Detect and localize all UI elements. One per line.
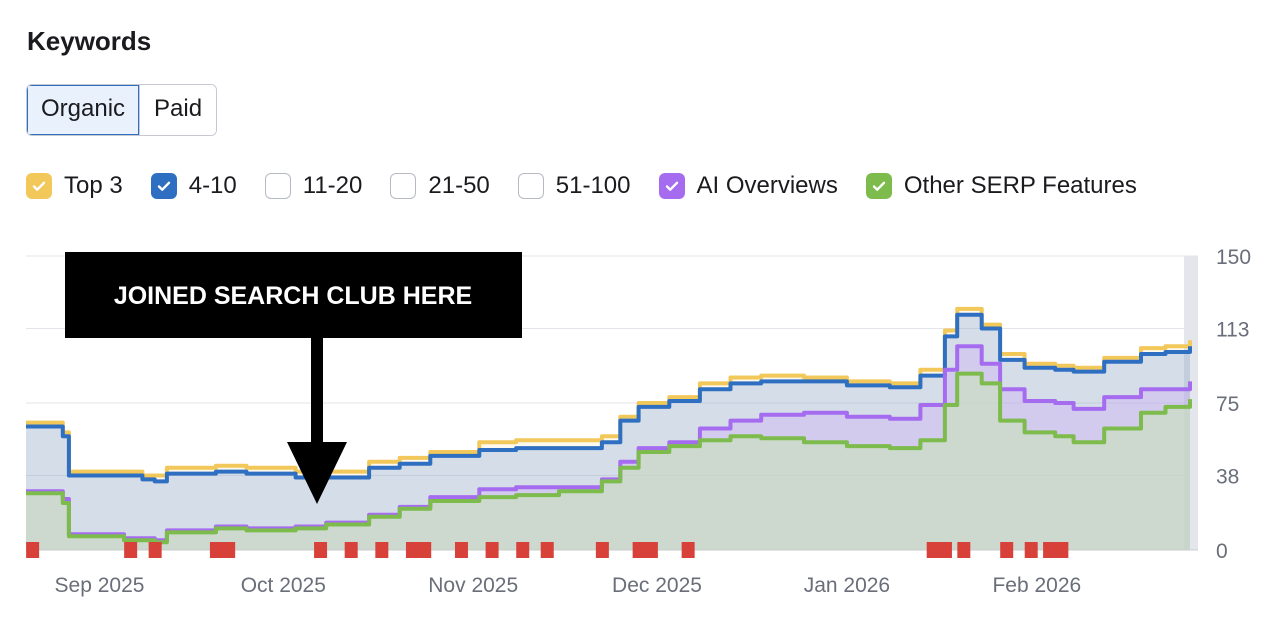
y-tick-label: 75	[1216, 393, 1239, 416]
checkbox-unchecked-icon[interactable]	[264, 173, 291, 199]
legend-item-top-3[interactable]: Top 3	[26, 172, 123, 200]
tab-paid[interactable]: Paid	[139, 85, 217, 135]
annotation-text: JOINED SEARCH CLUB HERE	[114, 282, 472, 310]
x-tick-label: Sep 2025	[55, 574, 145, 597]
event-flag-icon	[418, 542, 432, 558]
annotation-box	[65, 252, 522, 338]
legend-item-21-50[interactable]: 21-50	[390, 172, 490, 200]
checkbox-unchecked-icon[interactable]	[390, 173, 417, 199]
event-flag-icon	[454, 542, 468, 558]
checkbox-checked-icon[interactable]	[26, 173, 52, 199]
event-flag-icon	[1043, 542, 1057, 558]
checkbox-unchecked-icon[interactable]	[517, 173, 544, 199]
checkbox-checked-icon[interactable]	[865, 173, 892, 199]
legend-item-11-20[interactable]: 11-20	[264, 172, 363, 200]
tab-organic[interactable]: Organic	[27, 85, 140, 135]
annotation-arrow-shaft	[311, 336, 323, 444]
event-flag-icon	[375, 542, 389, 558]
legend-label: 21-50	[428, 172, 490, 199]
event-flag-icon	[485, 542, 499, 558]
event-flag-icon	[540, 542, 554, 558]
y-tick-label: 113	[1216, 319, 1249, 342]
chart-legend: Top 3 4-10 11-20 21-50 51-100 AI Overviews Oth…	[26, 172, 1165, 200]
event-flag-icon	[314, 542, 328, 558]
x-tick-label: Jan 2026	[804, 574, 890, 597]
event-flag-icon	[405, 542, 419, 558]
x-tick-label: Oct 2025	[241, 574, 326, 597]
event-flag-icon	[1024, 542, 1038, 558]
legend-label: 11-20	[302, 172, 363, 199]
x-tick-label: Feb 2026	[992, 574, 1081, 597]
legend-item-51-100[interactable]: 51-100	[517, 172, 631, 200]
event-flag-icon	[222, 542, 236, 558]
event-flag-icon	[595, 542, 609, 558]
legend-label: Other SERP Features	[903, 172, 1137, 199]
series-area-other-serp-features	[26, 373, 1190, 550]
checkbox-checked-icon[interactable]	[658, 173, 685, 199]
event-flag-icon	[516, 542, 530, 558]
organic-paid-toggle: Organic Paid	[26, 84, 218, 136]
event-flag-icon	[632, 542, 646, 558]
event-flag-icon	[344, 542, 358, 558]
checkbox-checked-icon[interactable]	[150, 173, 177, 199]
event-flag-icon	[938, 542, 952, 558]
legend-item-other-serp-features[interactable]: Other SERP Features	[865, 172, 1137, 200]
event-flag-icon	[209, 542, 223, 558]
legend-item-4-10[interactable]: 4-10	[150, 172, 237, 200]
event-flag-icon	[1000, 542, 1014, 558]
legend-label: Top 3	[64, 172, 123, 199]
event-flag-icon	[1055, 542, 1069, 558]
x-tick-label: Dec 2025	[612, 574, 702, 597]
legend-label: AI Overviews	[696, 172, 838, 199]
event-flag-icon	[681, 542, 695, 558]
legend-label: 4-10	[188, 172, 237, 199]
event-flag-icon	[26, 542, 40, 558]
page-title: Keywords	[27, 26, 152, 56]
keywords-chart: 0 38 75 113 150 Sep 2025 Oct 2025 Nov 2025 Dec 2…	[26, 246, 1251, 597]
y-tick-label: 0	[1216, 540, 1228, 563]
annotation-arrow-head	[287, 442, 347, 504]
series-line-other-serp-features	[26, 371, 1192, 545]
y-tick-label: 38	[1216, 466, 1239, 489]
y-tick-label: 150	[1216, 246, 1251, 269]
event-flag-icon	[957, 542, 971, 558]
event-flag-icon	[148, 542, 162, 558]
legend-item-ai-overviews[interactable]: AI Overviews	[658, 172, 838, 200]
event-flag-icon	[926, 542, 940, 558]
legend-label: 51-100	[555, 172, 631, 199]
event-flag-icon	[124, 542, 138, 558]
event-flag-icon	[644, 542, 658, 558]
series-line-4-10	[26, 312, 1192, 484]
x-tick-label: Nov 2025	[428, 574, 518, 597]
